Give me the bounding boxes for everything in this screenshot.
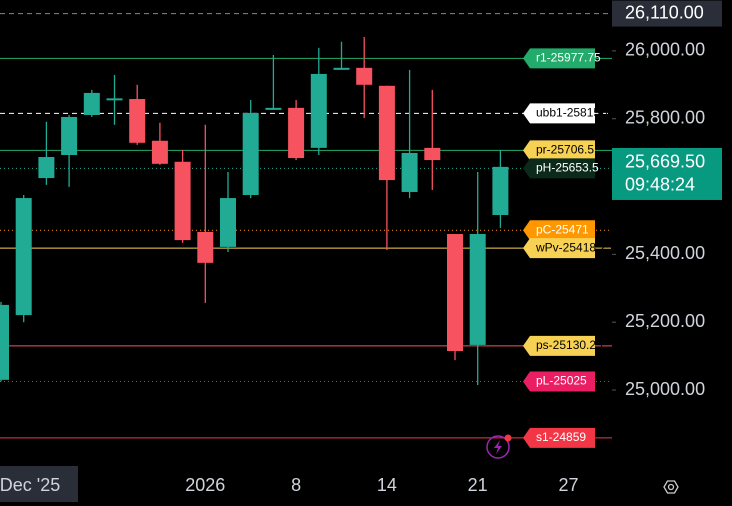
candle-body <box>151 140 168 164</box>
candle-body <box>15 198 32 316</box>
candle-body <box>401 152 418 192</box>
candle-body <box>492 166 509 216</box>
date-crosshair-box <box>0 466 78 502</box>
x-tick-label: Dec '25 <box>0 475 60 495</box>
candle-body <box>129 99 146 143</box>
level-label: pr-25706.5 <box>536 143 594 157</box>
settings-icon[interactable] <box>663 480 679 494</box>
y-tick-label: 25,400.00 <box>625 243 705 263</box>
level-tag <box>523 103 595 124</box>
candle-body <box>288 107 305 159</box>
price-axis: 25,000.00 25,200.00 25,400.00 25,800.00 26,0… <box>612 0 722 399</box>
y-tick-label: 26,000.00 <box>625 40 705 60</box>
candle-body <box>83 92 100 115</box>
candle-body <box>174 161 191 241</box>
candle-body <box>242 112 259 196</box>
candle-body <box>310 73 327 148</box>
y-tick-label: 25,000.00 <box>625 379 705 399</box>
level-label: s1-24859 <box>536 430 586 444</box>
level-tag <box>523 371 595 392</box>
crosshair-box <box>612 0 722 27</box>
countdown-label: 09:48:24 <box>625 175 695 195</box>
candle-body <box>220 198 236 247</box>
candle-body <box>378 85 395 181</box>
level-tag <box>523 48 595 69</box>
candle-body <box>106 98 123 101</box>
level-label: ubb1-25815.75 <box>536 106 617 120</box>
level-label: wPv-25418.25 <box>535 240 613 254</box>
level-label: pH-25653.5 <box>536 161 599 175</box>
level-tag <box>523 335 595 356</box>
x-tick-label: 8 <box>291 475 301 495</box>
level-label: pC-25471 <box>536 222 589 236</box>
level-tag <box>523 427 595 448</box>
candle-body <box>197 231 214 263</box>
plot-area: r1-25977.75 ubb1-25815.75 pr-25706.5 pH-256… <box>0 13 617 448</box>
x-tick-label: 2026 <box>185 475 225 495</box>
crosshair-label: 26,110.00 <box>625 2 704 22</box>
level-label: ps-25130.25 <box>536 338 603 352</box>
level-tag <box>523 220 595 241</box>
level-tag <box>523 140 595 161</box>
level-tag <box>523 238 595 259</box>
candle-body <box>38 157 55 179</box>
level-label: pL-25025 <box>536 374 587 388</box>
level-tag <box>523 158 595 179</box>
y-tick-label: 25,800.00 <box>625 107 705 127</box>
candle-body <box>424 147 441 161</box>
candle-body <box>356 67 373 85</box>
level-label: r1-25977.75 <box>536 51 601 65</box>
y-tick-label: 25,200.00 <box>625 311 705 331</box>
candle-body <box>333 67 350 70</box>
x-tick-label: 27 <box>558 475 578 495</box>
candle-body <box>447 234 463 352</box>
candle-body <box>0 304 9 380</box>
last-price-box <box>612 147 722 200</box>
x-tick-label: 21 <box>468 475 488 495</box>
candle-body <box>61 117 78 155</box>
x-tick-label: 14 <box>377 475 397 495</box>
alert-icon[interactable] <box>486 434 512 459</box>
last-price-label: 25,669.50 <box>625 152 705 172</box>
candle-body <box>265 107 282 110</box>
candle-body <box>469 234 486 345</box>
